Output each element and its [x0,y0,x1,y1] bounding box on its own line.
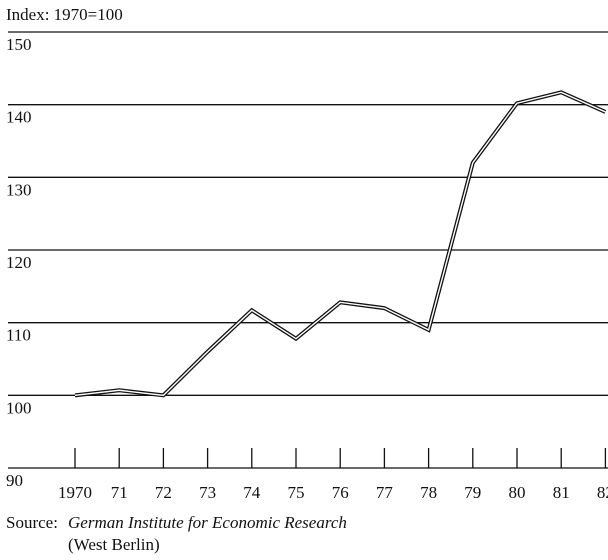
x-tick-label: 78 [420,483,437,502]
y-tick-label: 130 [6,180,32,199]
series-line [74,90,607,398]
x-tick-label: 72 [155,483,172,502]
y-tick-label: 120 [6,253,32,272]
x-tick-label: 76 [332,483,349,502]
x-tick-label: 75 [288,483,305,502]
x-tick-label: 79 [464,483,481,502]
series-line-inner [74,91,606,397]
source-label: Source: [6,513,58,532]
x-tick-label: 74 [243,483,261,502]
x-tick-label: 82 [597,483,608,502]
x-tick-label: 71 [111,483,128,502]
y-tick-label: 140 [6,108,32,127]
y-tick-label: 110 [6,326,31,345]
x-tick-label: 81 [553,483,570,502]
y-tick-label: 150 [6,35,32,54]
x-tick-label: 73 [199,483,216,502]
source-note: (West Berlin) [68,535,160,554]
y-tick-label: 90 [6,471,23,490]
x-tick-label: 80 [509,483,526,502]
x-tick-label: 1970 [58,483,92,502]
source: German Institute for Economic Research [68,513,347,532]
x-tick-label: 77 [376,483,394,502]
y-tick-label: 100 [6,398,32,417]
chart-title: Index: 1970=100 [6,5,123,24]
